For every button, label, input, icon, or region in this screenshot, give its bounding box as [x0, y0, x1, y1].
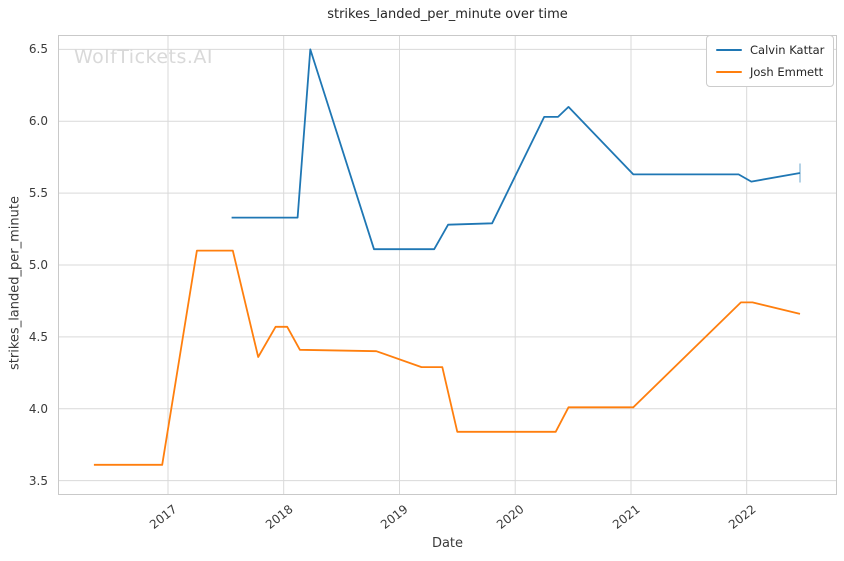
legend-line-sample — [716, 48, 742, 52]
y-tick-label: 4.0 — [28, 401, 48, 416]
y-tick-label: 3.5 — [28, 473, 48, 488]
y-tick-label: 6.0 — [28, 114, 48, 129]
plot-border — [58, 35, 837, 495]
x-tick-label: 2019 — [378, 502, 412, 532]
x-tick-label: 2022 — [725, 502, 759, 532]
y-tick-label: 5.5 — [28, 186, 48, 201]
x-tick-label: 2020 — [494, 502, 527, 532]
y-tick-label: 5.0 — [28, 258, 48, 272]
legend-item-josh-emmett: Josh Emmett — [716, 65, 824, 79]
x-tick-label: 2018 — [262, 502, 296, 532]
legend-label: Josh Emmett — [750, 65, 824, 79]
chart-title: strikes_landed_per_minute over time — [327, 7, 568, 22]
y-tick-label: 6.5 — [28, 42, 48, 57]
legend-label: Calvin Kattar — [750, 43, 825, 57]
legend-item-calvin-kattar: Calvin Kattar — [716, 43, 824, 57]
legend: Calvin Kattar Josh Emmett — [706, 35, 835, 87]
x-tick-label: 2021 — [609, 502, 643, 532]
series-line-calvin-kattar — [231, 48, 801, 251]
legend-line-sample — [716, 70, 742, 74]
plot-area — [58, 35, 837, 495]
series-line-josh-emmett — [93, 249, 801, 466]
x-tick-label: 2017 — [146, 502, 180, 532]
x-axis-label: Date — [431, 536, 464, 551]
y-tick-label: 4.5 — [28, 329, 48, 344]
watermark: WolfTickets.AI — [74, 46, 214, 68]
